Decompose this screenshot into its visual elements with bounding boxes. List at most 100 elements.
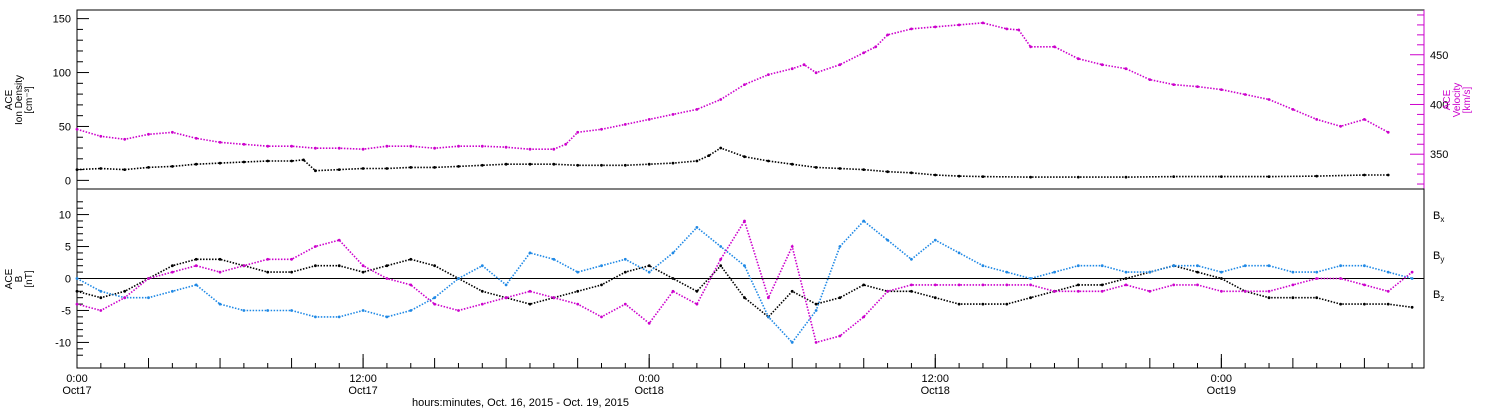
velocity-point: [1124, 67, 1128, 71]
velocity-axis-title-line: Velocity: [1452, 83, 1463, 117]
by-point: [1339, 264, 1342, 268]
bz-point: [600, 315, 603, 319]
ion-density-point: [194, 162, 198, 166]
bx-point: [1076, 283, 1080, 287]
bx-point: [433, 264, 436, 268]
x-tick-sublabel: Oct17: [348, 385, 377, 397]
b-tick-label: 5: [65, 242, 71, 254]
ion-density-point: [981, 175, 985, 179]
velocity-point: [242, 142, 246, 146]
by-point: [957, 251, 961, 255]
by-point: [1315, 270, 1319, 274]
by-point: [504, 283, 508, 287]
ion-density-point: [302, 158, 305, 162]
by-point: [1005, 270, 1009, 274]
b-tick-label: -10: [55, 337, 71, 349]
by-point: [99, 289, 103, 293]
b-axis-title-line: ACE: [4, 268, 15, 289]
bz-point: [457, 309, 460, 312]
by-series: [76, 219, 1413, 344]
ion-density-point: [1386, 173, 1390, 177]
legend-bx-label: B: [1433, 210, 1440, 222]
legend-bx: Bx: [1433, 210, 1444, 224]
legend-bx-sub: x: [1440, 215, 1444, 224]
bz-point: [1386, 289, 1390, 293]
bz-point: [981, 283, 985, 287]
velocity-point: [671, 113, 675, 116]
velocity-point: [1148, 78, 1152, 81]
by-point: [290, 309, 293, 312]
by-point: [1076, 264, 1080, 268]
density-tick-label: 0: [65, 175, 71, 187]
by-point: [361, 309, 365, 312]
velocity-point: [814, 71, 818, 75]
bx-point: [695, 289, 699, 293]
velocity-point: [1315, 118, 1319, 121]
ion-density-point: [504, 162, 508, 166]
bx-point: [743, 296, 746, 300]
ion-density-point: [719, 146, 723, 150]
velocity-tick-label: 450: [1430, 50, 1448, 62]
bx-point: [171, 264, 174, 268]
by-point: [314, 315, 317, 319]
bz-point: [194, 264, 198, 268]
bx-point: [528, 302, 532, 306]
velocity-point: [290, 144, 293, 148]
velocity-point: [862, 51, 866, 55]
bz-point: [361, 264, 365, 268]
velocity-point: [623, 123, 627, 126]
bx-point: [576, 289, 580, 293]
bz-point: [123, 296, 127, 300]
bx-point: [981, 302, 985, 306]
by-point: [218, 302, 222, 306]
bottom-panel: -10 -5 0 5 10 ACEB[nT]: [4, 188, 1425, 369]
ion-density-point: [409, 166, 413, 169]
bz-point: [99, 309, 103, 312]
velocity-point: [1386, 130, 1390, 134]
velocity-point: [743, 83, 746, 86]
by-point: [147, 296, 150, 300]
ion-density-point: [457, 165, 460, 168]
density-axis-title: ACEIon Density[cm⁻³]: [4, 75, 35, 125]
velocity-point: [337, 146, 341, 150]
velocity-point: [564, 142, 568, 146]
bx-point: [671, 277, 675, 280]
x-tick-label: 12:00: [349, 373, 377, 385]
density-axis-title-line: Ion Density: [14, 75, 25, 125]
bz-point: [1410, 270, 1414, 274]
bz-point: [1124, 283, 1128, 287]
by-point: [1053, 270, 1056, 274]
ion-density-point: [75, 168, 79, 172]
velocity-point: [552, 147, 556, 151]
bz-point: [242, 264, 246, 268]
b-axis-title-line: B: [14, 275, 25, 282]
bz-point: [266, 257, 270, 261]
velocity-point: [981, 21, 985, 25]
ion-density-point: [314, 169, 317, 173]
bx-point: [123, 289, 127, 293]
ion-density-point: [1220, 175, 1223, 179]
bz-point: [623, 302, 627, 306]
x-tick-label: 12:00: [921, 373, 949, 385]
by-point: [457, 277, 460, 280]
bz-point: [1315, 277, 1319, 280]
ion-density-point: [600, 163, 603, 167]
bz-point: [171, 270, 174, 274]
bz-point: [409, 283, 413, 287]
ion-density-point: [147, 166, 150, 169]
by-point: [623, 257, 627, 261]
ion-density-point: [838, 167, 842, 170]
bx-point: [385, 264, 389, 268]
by-point: [242, 309, 246, 312]
ion-density-point: [862, 168, 866, 172]
ion-density-point: [743, 155, 746, 159]
bx-point: [1196, 270, 1199, 274]
bz-point: [433, 302, 436, 306]
velocity-point: [409, 144, 413, 148]
legend-bz-sub: z: [1440, 294, 1444, 303]
b-tick-label: -5: [61, 305, 71, 317]
by-point: [1363, 264, 1366, 268]
ion-density-point: [1315, 174, 1319, 178]
by-point: [75, 277, 79, 280]
